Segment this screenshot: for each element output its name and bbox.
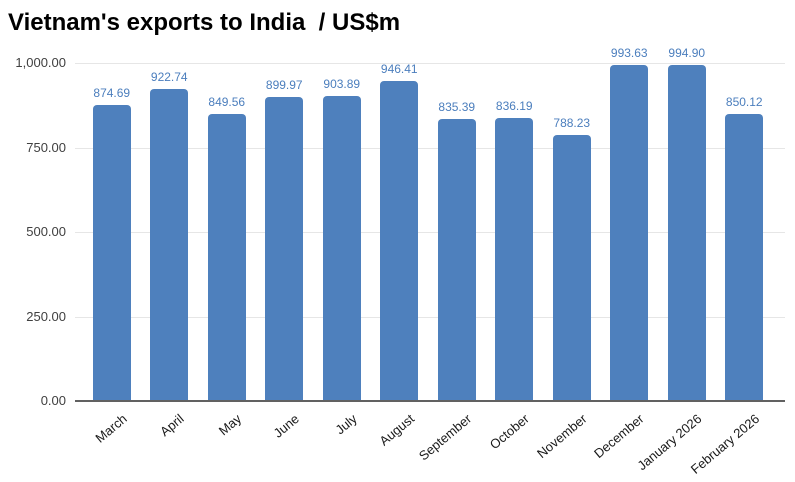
gridline <box>75 147 785 149</box>
bar-slot: 994.90 January 2026 <box>634 46 716 473</box>
y-axis-tick-label: 1,000.00 <box>15 55 66 70</box>
bar-value-label: 874.69 <box>93 86 131 101</box>
bar[interactable]: 850.12 <box>725 95 764 401</box>
bar[interactable]: 788.23 <box>552 116 591 401</box>
x-axis-tick-label: June <box>270 411 302 441</box>
x-axis-tick-label: March <box>92 411 130 446</box>
y-axis-tick-label: 0.00 <box>40 393 66 408</box>
bar-slot: 849.56 May <box>198 63 256 438</box>
x-axis-tick-label: July <box>332 411 360 438</box>
bar-slot: 874.69 March <box>83 63 141 446</box>
bar-value-label: 903.89 <box>323 76 361 91</box>
x-axis-tick-label: May <box>215 411 245 439</box>
bar-slot: 850.12 February 2026 <box>687 63 774 477</box>
bar-value-label: 994.90 <box>668 45 706 60</box>
bar[interactable]: 994.90 <box>667 46 706 401</box>
bar[interactable]: 899.97 <box>265 78 304 401</box>
bar[interactable]: 874.69 <box>92 86 131 401</box>
gridline <box>75 63 785 64</box>
x-axis-tick-label: October <box>486 411 532 453</box>
bar-value-label: 946.41 <box>380 62 418 77</box>
bar-value-label: 850.12 <box>725 94 763 109</box>
y-axis-tick-label: 500.00 <box>26 224 66 239</box>
bar-value-label: 835.39 <box>438 99 476 114</box>
bar[interactable]: 836.19 <box>495 99 534 401</box>
bar-slot: 993.63 December <box>591 46 659 461</box>
x-axis-tick-label: December <box>591 411 647 462</box>
x-axis-line <box>75 400 785 402</box>
bar-value-label: 836.19 <box>495 99 533 114</box>
bar-slot: 946.41 August <box>371 62 429 449</box>
bar-slot: 836.19 October <box>486 63 544 452</box>
y-axis-tick-label: 250.00 <box>26 308 66 324</box>
bar-value-label: 788.23 <box>553 115 591 130</box>
bar[interactable]: 835.39 <box>437 100 476 401</box>
bar[interactable]: 993.63 <box>610 46 649 401</box>
bar-slot: 922.74 April <box>141 63 199 439</box>
bar[interactable]: 903.89 <box>322 77 361 401</box>
y-axis-tick-label: 750.00 <box>26 139 66 155</box>
bar[interactable]: 946.41 <box>380 62 419 401</box>
x-axis-tick-label: September <box>416 411 475 464</box>
bar-slot: 899.97 June <box>256 63 314 441</box>
bar[interactable]: 922.74 <box>150 70 189 401</box>
plot-area: 874.69 March 922.74 April 849.56 May 899.97 Jun… <box>75 46 785 477</box>
bars-layer: 874.69 March 922.74 April 849.56 May 899.97 Jun… <box>83 46 774 477</box>
gridline <box>75 232 785 233</box>
bar-slot: 835.39 September <box>416 63 486 463</box>
bar-value-label: 899.97 <box>265 77 303 92</box>
x-axis-tick-label: August <box>376 411 417 449</box>
bar-value-label: 849.56 <box>208 94 246 109</box>
gridline <box>75 316 785 318</box>
y-axis-labels: 0.00 250.00 500.00 750.00 1,000.00 <box>0 56 66 408</box>
bar-value-label: 993.63 <box>610 46 648 61</box>
bar-slot: 788.23 November <box>534 63 601 461</box>
chart-title: Vietnam's exports to India / US$m <box>8 9 401 36</box>
x-axis-tick-label: November <box>533 411 590 462</box>
bar-value-label: 922.74 <box>150 70 188 85</box>
x-axis-tick-label: April <box>157 411 187 440</box>
bar-slot: 903.89 July <box>313 63 371 437</box>
bar[interactable]: 849.56 <box>207 95 246 401</box>
